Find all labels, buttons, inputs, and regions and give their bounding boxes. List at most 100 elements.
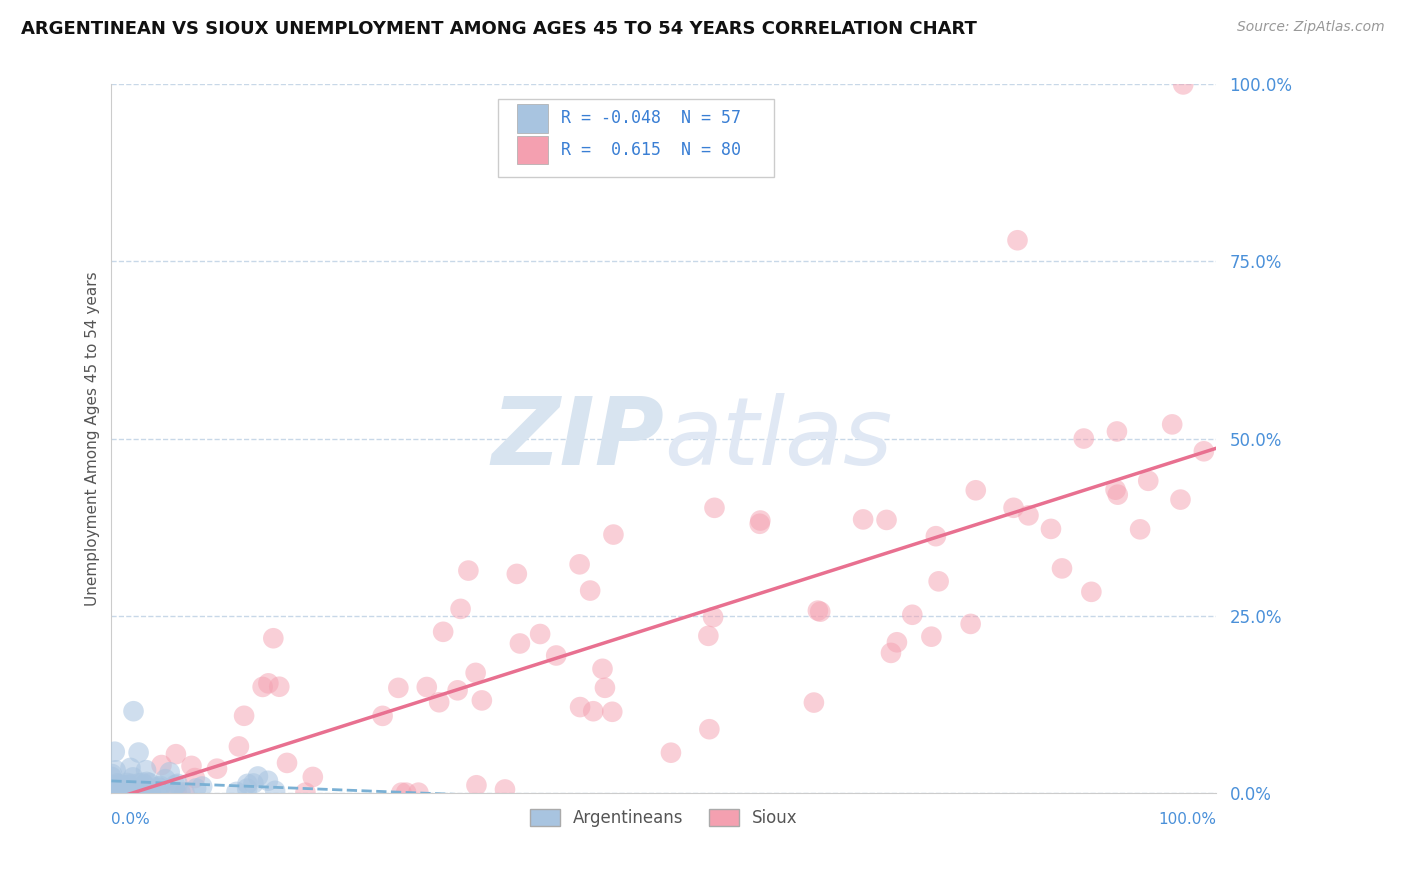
Point	[602, 527, 624, 541]
Point	[301, 770, 323, 784]
Legend: Argentineans, Sioux: Argentineans, Sioux	[523, 803, 804, 834]
Point	[1192, 444, 1215, 458]
Point	[593, 681, 616, 695]
Point	[880, 646, 903, 660]
Point	[387, 681, 409, 695]
Point	[886, 635, 908, 649]
Point	[395, 786, 418, 800]
Point	[165, 747, 187, 761]
Point	[807, 604, 830, 618]
Point	[117, 778, 139, 792]
Point	[568, 558, 591, 572]
Point	[494, 782, 516, 797]
Point	[876, 513, 898, 527]
Point	[173, 786, 195, 800]
Text: 0.0%: 0.0%	[111, 813, 150, 828]
Point	[529, 627, 551, 641]
Point	[252, 680, 274, 694]
Point	[506, 566, 529, 581]
Point	[925, 529, 948, 543]
Point	[269, 680, 291, 694]
Point	[703, 500, 725, 515]
Point	[122, 770, 145, 784]
Point	[546, 648, 568, 663]
Point	[702, 610, 724, 624]
Point	[150, 758, 173, 772]
Point	[257, 773, 280, 788]
Point	[184, 781, 207, 796]
Point	[225, 785, 247, 799]
Y-axis label: Unemployment Among Ages 45 to 54 years: Unemployment Among Ages 45 to 54 years	[86, 271, 100, 606]
Point	[579, 583, 602, 598]
Point	[592, 662, 614, 676]
Point	[184, 771, 207, 785]
Point	[233, 708, 256, 723]
Point	[228, 739, 250, 754]
Point	[127, 782, 149, 797]
Point	[112, 780, 135, 794]
Point	[180, 759, 202, 773]
Point	[457, 564, 479, 578]
Point	[135, 775, 157, 789]
Point	[569, 700, 592, 714]
Point	[920, 630, 942, 644]
Point	[107, 778, 129, 792]
Point	[101, 767, 124, 781]
Point	[236, 781, 259, 796]
Point	[104, 764, 127, 778]
Point	[1050, 561, 1073, 575]
Point	[959, 616, 981, 631]
Point	[135, 763, 157, 777]
Point	[1073, 432, 1095, 446]
Point	[104, 745, 127, 759]
Point	[120, 761, 142, 775]
Point	[464, 665, 486, 680]
Point	[416, 680, 439, 694]
Point	[408, 786, 430, 800]
Point	[1017, 508, 1039, 523]
Point	[165, 778, 187, 792]
Point	[699, 723, 721, 737]
Text: R = -0.048  N = 57: R = -0.048 N = 57	[561, 110, 741, 128]
Point	[808, 605, 831, 619]
Point	[276, 756, 298, 770]
Point	[1107, 488, 1129, 502]
Point	[169, 785, 191, 799]
Point	[120, 781, 142, 796]
Point	[600, 705, 623, 719]
Point	[1002, 500, 1025, 515]
Point	[264, 784, 287, 798]
Point	[125, 781, 148, 796]
Point	[257, 676, 280, 690]
Point	[1105, 425, 1128, 439]
Point	[127, 781, 149, 796]
FancyBboxPatch shape	[517, 136, 548, 164]
Point	[191, 780, 214, 794]
Point	[1170, 492, 1192, 507]
Point	[1039, 522, 1062, 536]
Point	[1080, 584, 1102, 599]
Point	[128, 782, 150, 797]
Text: ZIP: ZIP	[491, 392, 664, 484]
Point	[166, 786, 188, 800]
Point	[115, 776, 138, 790]
Point	[149, 779, 172, 793]
Point	[450, 602, 472, 616]
Point	[1104, 483, 1126, 497]
Point	[145, 782, 167, 797]
Point	[128, 776, 150, 790]
Point	[446, 683, 468, 698]
Point	[125, 781, 148, 796]
Point	[120, 785, 142, 799]
Point	[1161, 417, 1184, 432]
Point	[803, 696, 825, 710]
Point	[159, 765, 181, 780]
Point	[103, 785, 125, 799]
Point	[146, 780, 169, 794]
Point	[139, 785, 162, 799]
Point	[432, 624, 454, 639]
Point	[105, 780, 128, 795]
Point	[121, 777, 143, 791]
Point	[1173, 78, 1195, 92]
Point	[965, 483, 987, 498]
